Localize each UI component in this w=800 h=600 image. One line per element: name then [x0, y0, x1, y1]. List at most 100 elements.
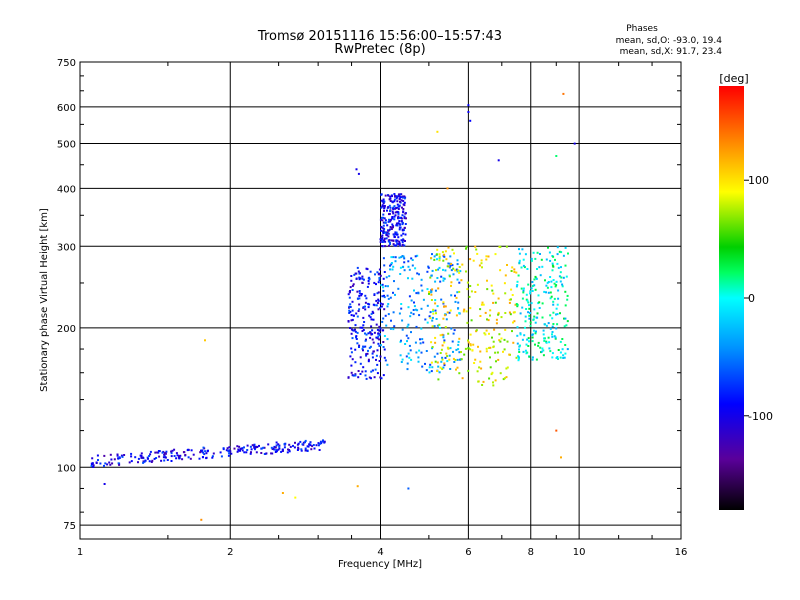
data-point [472, 259, 475, 262]
data-point [384, 194, 387, 197]
data-point [173, 448, 176, 451]
data-point [469, 348, 472, 351]
data-point [392, 328, 395, 331]
data-point [362, 278, 365, 281]
data-point [440, 298, 443, 301]
data-point [380, 193, 383, 196]
data-point [403, 215, 406, 218]
data-point [559, 312, 561, 315]
data-point [484, 311, 487, 314]
data-point [363, 321, 366, 323]
data-point [419, 342, 422, 345]
data-point [143, 460, 146, 463]
data-point [182, 451, 185, 454]
data-point [404, 343, 407, 345]
data-point [540, 258, 543, 261]
data-point [543, 323, 546, 326]
data-point [534, 288, 537, 291]
data-point [364, 339, 367, 342]
data-point [354, 373, 357, 376]
data-point [391, 268, 394, 271]
data-point [284, 442, 287, 445]
data-point [406, 368, 409, 371]
data-point [451, 340, 454, 343]
data-point [260, 452, 263, 454]
data-point [318, 442, 321, 445]
data-point [551, 325, 554, 328]
data-point [408, 268, 411, 271]
data-point [392, 243, 395, 246]
data-point [529, 324, 532, 327]
data-point [410, 311, 413, 314]
data-point [520, 287, 523, 290]
data-point [443, 364, 446, 367]
data-point [479, 360, 482, 363]
data-point [479, 315, 482, 317]
data-point [219, 451, 222, 454]
data-point [508, 311, 511, 314]
data-point [367, 280, 370, 282]
data-point [382, 202, 385, 205]
data-point [492, 292, 495, 295]
data-point [376, 328, 379, 331]
data-point [538, 307, 541, 309]
data-point [395, 197, 398, 200]
data-point [436, 324, 439, 327]
data-point [516, 284, 519, 286]
data-point [438, 257, 441, 260]
data-point [350, 275, 353, 277]
data-point [270, 452, 273, 455]
data-point [407, 352, 410, 355]
data-point [400, 239, 403, 242]
data-point [236, 445, 239, 448]
data-point [304, 449, 307, 452]
data-point [241, 447, 244, 450]
data-point [117, 457, 120, 460]
data-point [387, 194, 390, 197]
data-point [508, 353, 511, 356]
data-point [499, 372, 502, 375]
data-point [369, 331, 372, 334]
data-point [438, 323, 441, 326]
data-point [413, 305, 416, 308]
data-point [399, 196, 402, 199]
data-point [531, 281, 534, 283]
data-point [386, 363, 389, 366]
data-point [287, 448, 289, 451]
data-point [485, 255, 488, 258]
data-point [370, 325, 373, 328]
data-point [398, 217, 401, 219]
data-point [488, 346, 490, 349]
data-point [469, 333, 472, 336]
data-point [383, 294, 385, 297]
axis-ticks: 1 2 4 6 8 10 16 75 100 200 300 400 500 600 750 [57, 58, 687, 558]
data-point [392, 212, 395, 215]
data-point [372, 303, 375, 306]
data-point [187, 448, 190, 451]
data-point [549, 291, 552, 294]
data-point [399, 200, 401, 203]
data-point [454, 359, 457, 361]
data-point [304, 439, 307, 442]
data-point [477, 345, 479, 348]
data-point [369, 270, 372, 273]
data-point [300, 448, 303, 451]
data-point [435, 269, 437, 272]
data-point [420, 327, 423, 330]
data-point [541, 302, 544, 305]
data-point [556, 313, 559, 316]
data-point [91, 462, 94, 465]
data-point [561, 348, 564, 351]
data-point [557, 349, 560, 351]
data-point [398, 197, 401, 200]
data-point [381, 283, 384, 286]
data-point [382, 230, 385, 233]
data-point [522, 258, 525, 261]
data-point [465, 270, 467, 273]
data-point [157, 450, 160, 452]
data-point [200, 518, 203, 521]
data-point [383, 264, 386, 267]
data-point [498, 333, 501, 336]
data-point [302, 441, 305, 444]
data-point [367, 306, 370, 309]
